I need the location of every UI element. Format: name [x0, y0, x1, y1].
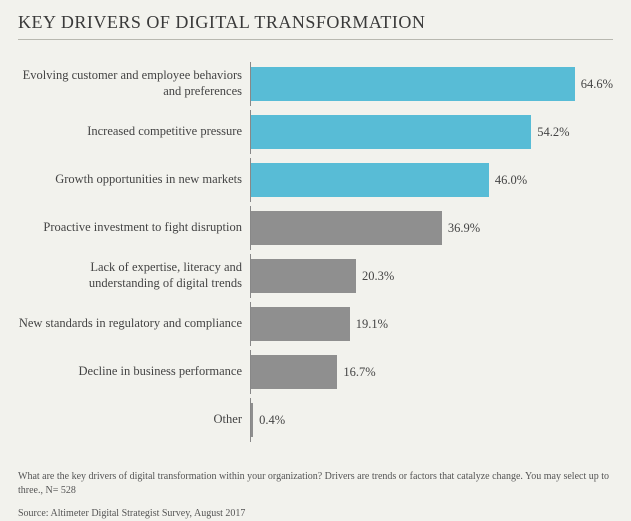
chart-row: Increased competitive pressure 54.2% [18, 110, 613, 154]
bar-area: 0.4% [250, 398, 613, 442]
bar-label: Increased competitive pressure [18, 124, 250, 140]
bar [251, 67, 575, 101]
bar-value: 64.6% [581, 77, 613, 92]
bar-value: 20.3% [362, 269, 394, 284]
bar [251, 403, 253, 437]
bar-area: 46.0% [250, 158, 613, 202]
bar-area: 36.9% [250, 206, 613, 250]
bar-value: 46.0% [495, 173, 527, 188]
chart-row: New standards in regulatory and complian… [18, 302, 613, 346]
bar-area: 54.2% [250, 110, 613, 154]
footnote-question: What are the key drivers of digital tran… [18, 470, 613, 497]
bar [251, 259, 356, 293]
chart-row: Decline in business performance 16.7% [18, 350, 613, 394]
bar-label: Proactive investment to fight disruption [18, 220, 250, 236]
chart-row: Proactive investment to fight disruption… [18, 206, 613, 250]
bar-label: New standards in regulatory and complian… [18, 316, 250, 332]
bar-value: 54.2% [537, 125, 569, 140]
bar-value: 19.1% [356, 317, 388, 332]
page-title: KEY DRIVERS OF DIGITAL TRANSFORMATION [18, 12, 613, 40]
bar [251, 115, 531, 149]
bar-value: 16.7% [343, 365, 375, 380]
chart-footnotes: What are the key drivers of digital tran… [18, 470, 613, 521]
drivers-bar-chart: Evolving customer and employee behaviors… [18, 62, 613, 442]
footnote-source: Source: Altimeter Digital Strategist Sur… [18, 507, 613, 521]
bar-label: Lack of expertise, literacy and understa… [18, 260, 250, 291]
bar-value: 0.4% [259, 413, 285, 428]
chart-row: Other 0.4% [18, 398, 613, 442]
bar-label: Growth opportunities in new markets [18, 172, 250, 188]
bar-value: 36.9% [448, 221, 480, 236]
bar-area: 19.1% [250, 302, 613, 346]
bar [251, 211, 442, 245]
chart-row: Lack of expertise, literacy and understa… [18, 254, 613, 298]
bar [251, 355, 337, 389]
bar-area: 20.3% [250, 254, 613, 298]
bar-label: Other [18, 412, 250, 428]
bar [251, 307, 350, 341]
bar [251, 163, 489, 197]
bar-area: 64.6% [250, 62, 613, 106]
chart-row: Evolving customer and employee behaviors… [18, 62, 613, 106]
chart-row: Growth opportunities in new markets 46.0% [18, 158, 613, 202]
bar-label: Decline in business performance [18, 364, 250, 380]
bar-area: 16.7% [250, 350, 613, 394]
bar-label: Evolving customer and employee behaviors… [18, 68, 250, 99]
